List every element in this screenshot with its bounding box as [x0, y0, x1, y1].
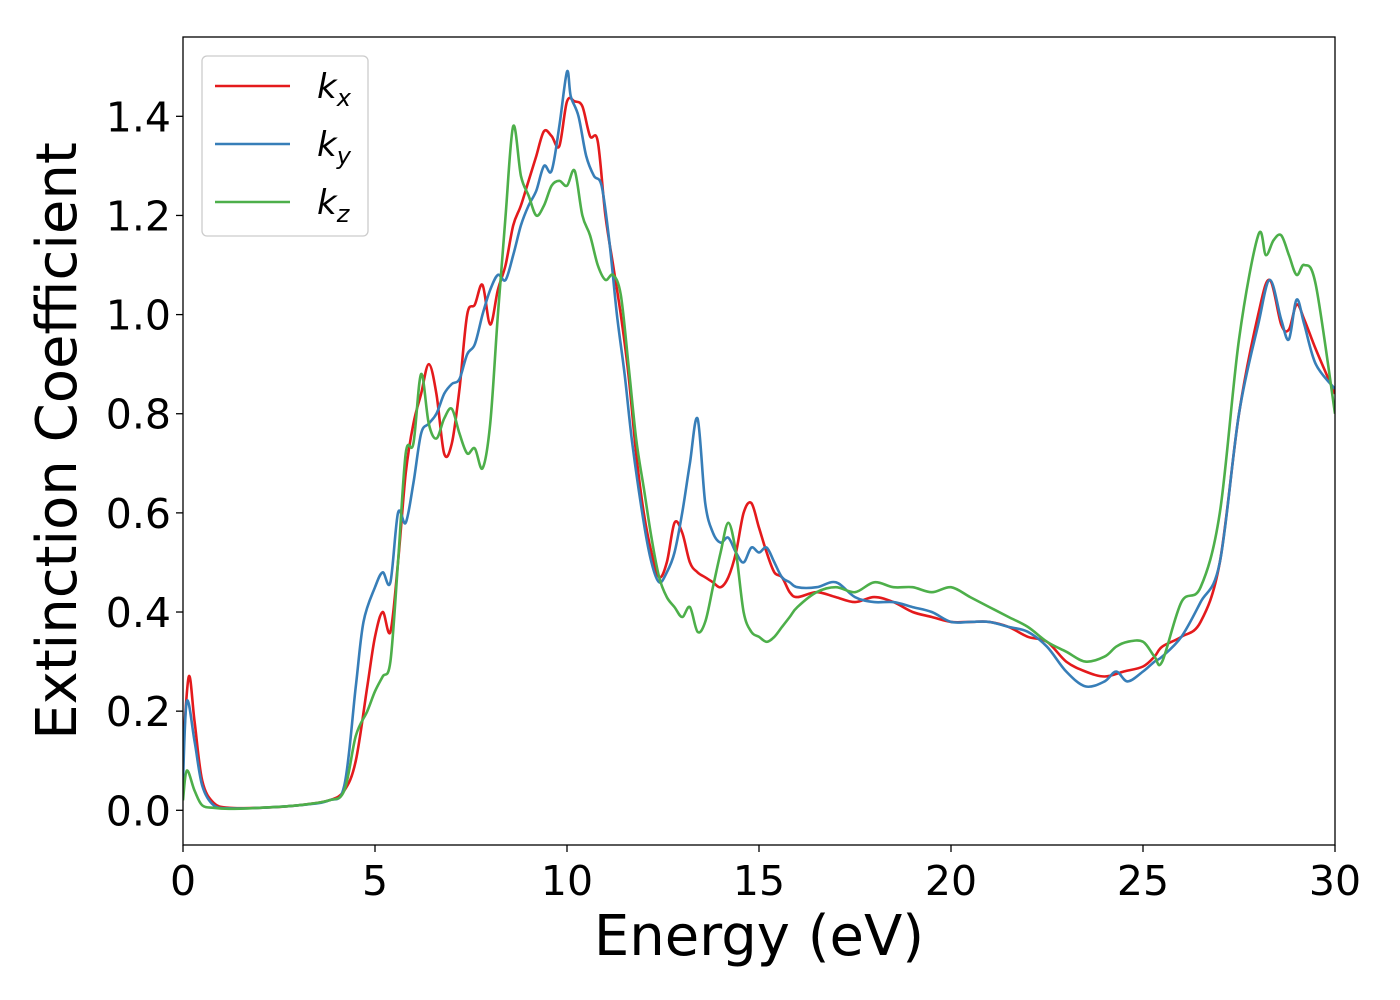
series-line-y: [183, 69, 1335, 810]
legend-label-z: kz: [317, 183, 351, 228]
y-tick-label: 0.4: [106, 589, 171, 637]
y-tick-label: 1.4: [106, 93, 171, 141]
series-layer: [183, 69, 1335, 811]
legend: kx ky kz: [201, 55, 369, 237]
x-tick-label: 0: [170, 857, 196, 905]
y-tick-label: 1.2: [106, 192, 171, 240]
legend-label-y: ky: [317, 125, 352, 170]
y-tick-label: 0.6: [106, 490, 171, 538]
y-tick-label: 1.0: [106, 292, 171, 340]
x-axis-label: Energy (eV): [594, 904, 924, 969]
x-tick-label: 20: [925, 857, 977, 905]
legend-box: [201, 55, 369, 237]
y-tick-label: 0.0: [106, 787, 171, 835]
x-tick-label: 15: [733, 857, 785, 905]
x-tick-label: 25: [1117, 857, 1169, 905]
y-tick-label: 0.8: [106, 391, 171, 439]
x-tick-label: 10: [541, 857, 593, 905]
x-axis-ticks: 0 5 10 15 20 25 30: [170, 845, 1361, 905]
series-line-x: [183, 96, 1335, 810]
y-axis-label: Extinction Coefficient: [25, 142, 90, 740]
series-line-z: [183, 124, 1335, 811]
y-axis-ticks: 0.0 0.2 0.4 0.6 0.8 1.0 1.2 1.4: [106, 93, 183, 835]
y-tick-label: 0.2: [106, 688, 171, 736]
legend-label-x: kx: [317, 67, 352, 112]
x-tick-label: 5: [362, 857, 388, 905]
x-tick-label: 30: [1309, 857, 1361, 905]
